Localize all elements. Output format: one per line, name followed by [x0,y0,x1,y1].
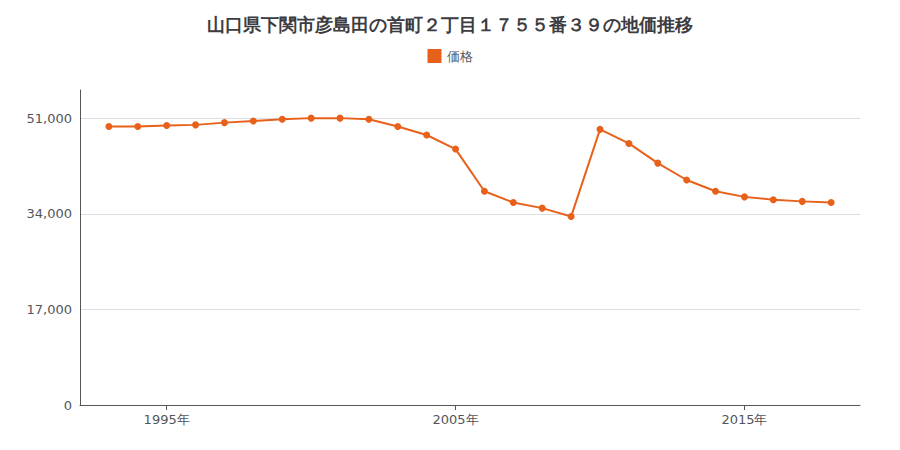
svg-text:34,000: 34,000 [27,206,73,221]
svg-text:山口県下関市彦島田の首町２丁目１７５５番３９の地価推移: 山口県下関市彦島田の首町２丁目１７５５番３９の地価推移 [207,14,693,35]
svg-text:17,000: 17,000 [27,302,73,317]
svg-text:価格: 価格 [447,49,473,64]
svg-text:2015年: 2015年 [721,412,767,427]
svg-text:51,000: 51,000 [27,111,73,126]
svg-text:0: 0 [64,398,72,413]
svg-text:2005年: 2005年 [433,412,479,427]
svg-text:1995年: 1995年 [144,412,190,427]
